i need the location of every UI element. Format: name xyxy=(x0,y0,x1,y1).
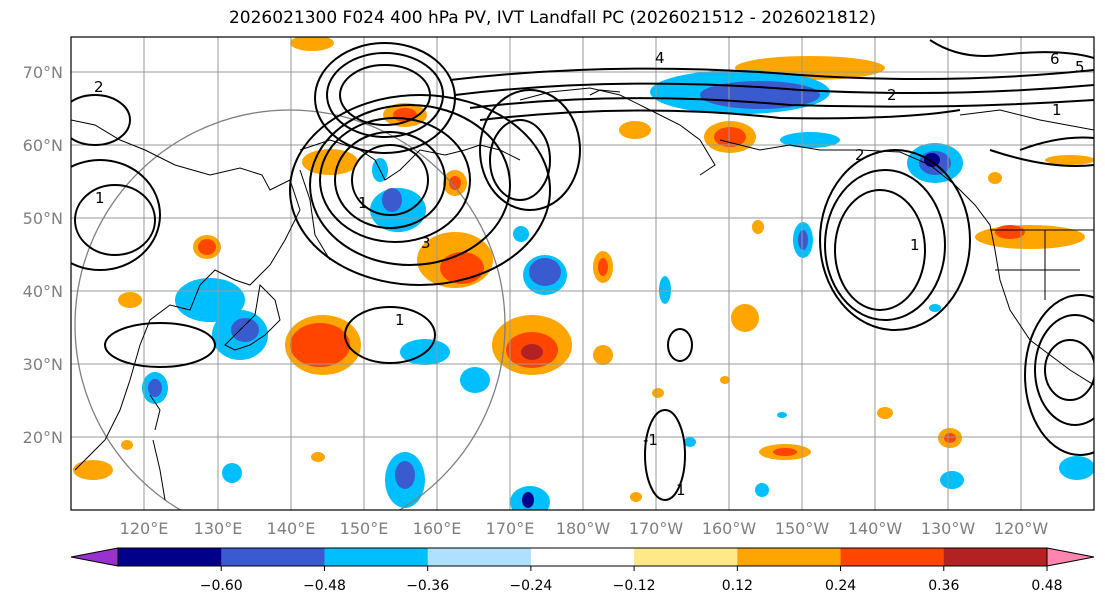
lat-label: 30°N xyxy=(23,355,63,374)
graticule xyxy=(71,37,1094,510)
lat-label: 60°N xyxy=(23,136,63,155)
colorbar-segment xyxy=(737,548,842,566)
contour-labels: 2 1 1 3 4 6 5 2 2 1 1 1 -1 1 xyxy=(94,49,1085,499)
contour-label: 2 xyxy=(887,86,897,104)
lat-label: 70°N xyxy=(23,63,63,82)
colorbar-tick-label: 0.48 xyxy=(1031,578,1062,594)
contour-label: 5 xyxy=(1075,58,1085,76)
lon-label: 120°W xyxy=(994,519,1049,538)
contour-label: 1 xyxy=(95,189,105,207)
colorbar-segment xyxy=(324,548,429,566)
lon-label: 140°E xyxy=(267,519,316,538)
lon-label: 150°E xyxy=(340,519,389,538)
contour-label: 1 xyxy=(1052,101,1062,119)
colorbar-extend-low xyxy=(70,547,119,567)
colorbar-segment xyxy=(221,548,325,566)
colorbar-tick-label: −0.24 xyxy=(509,578,552,594)
contour-label: 2 xyxy=(94,78,104,96)
colorbar-tick-label: −0.48 xyxy=(303,578,346,594)
pv-contours xyxy=(71,39,1094,501)
contour-label: 4 xyxy=(655,49,665,67)
colorbar-segment xyxy=(840,548,945,566)
longitude-labels: 120°E 130°E 140°E 150°E 160°E 170°E 180°… xyxy=(120,519,1049,538)
lon-label: 120°E xyxy=(120,519,169,538)
contour-label: 1 xyxy=(395,311,405,329)
colorbar-segment xyxy=(530,548,635,566)
colorbar: −0.60 −0.48 −0.36 −0.24 −0.12 0.12 0.24 0.36 0.4… xyxy=(70,547,1095,594)
contour-label: 1 xyxy=(358,194,368,212)
lon-label: 140°W xyxy=(848,519,903,538)
colorbar-tick-label: 0.36 xyxy=(928,578,959,594)
lon-label: 160°E xyxy=(413,519,462,538)
lon-label: 150°W xyxy=(775,519,830,538)
contour-label: -1 xyxy=(643,431,658,449)
ivt-shading xyxy=(73,37,1094,510)
colorbar-segment xyxy=(943,548,1048,566)
colorbar-tick-label: 0.24 xyxy=(825,578,856,594)
colorbar-segment xyxy=(427,548,532,566)
lon-label: 180°W xyxy=(556,519,611,538)
lon-label: 170°E xyxy=(486,519,535,538)
colorbar-tick-label: −0.12 xyxy=(613,578,656,594)
lon-label: 170°W xyxy=(629,519,684,538)
contour-label: 6 xyxy=(1050,50,1060,68)
lon-label: 160°W xyxy=(702,519,757,538)
contour-label: 1 xyxy=(676,481,686,499)
colorbar-segment xyxy=(118,548,222,566)
colorbar-tick-label: −0.36 xyxy=(406,578,449,594)
contour-label: 3 xyxy=(421,234,431,252)
landfall-radius-circle xyxy=(74,109,506,510)
map-title: 2026021300 F024 400 hPa PV, IVT Landfall… xyxy=(228,8,876,28)
colorbar-segment xyxy=(634,548,738,566)
lon-label: 130°W xyxy=(921,519,976,538)
contour-label: 2 xyxy=(855,146,865,164)
lon-label: 130°E xyxy=(194,519,243,538)
colorbar-tick-label: 0.12 xyxy=(722,578,753,594)
lat-label: 40°N xyxy=(23,282,63,301)
colorbar-tick-label: −0.60 xyxy=(200,578,243,594)
lat-label: 50°N xyxy=(23,209,63,228)
lat-label: 20°N xyxy=(23,428,63,447)
latitude-labels: 70°N 60°N 50°N 40°N 30°N 20°N xyxy=(23,63,63,447)
contour-label: 1 xyxy=(910,236,920,254)
colorbar-extend-high xyxy=(1046,547,1095,567)
